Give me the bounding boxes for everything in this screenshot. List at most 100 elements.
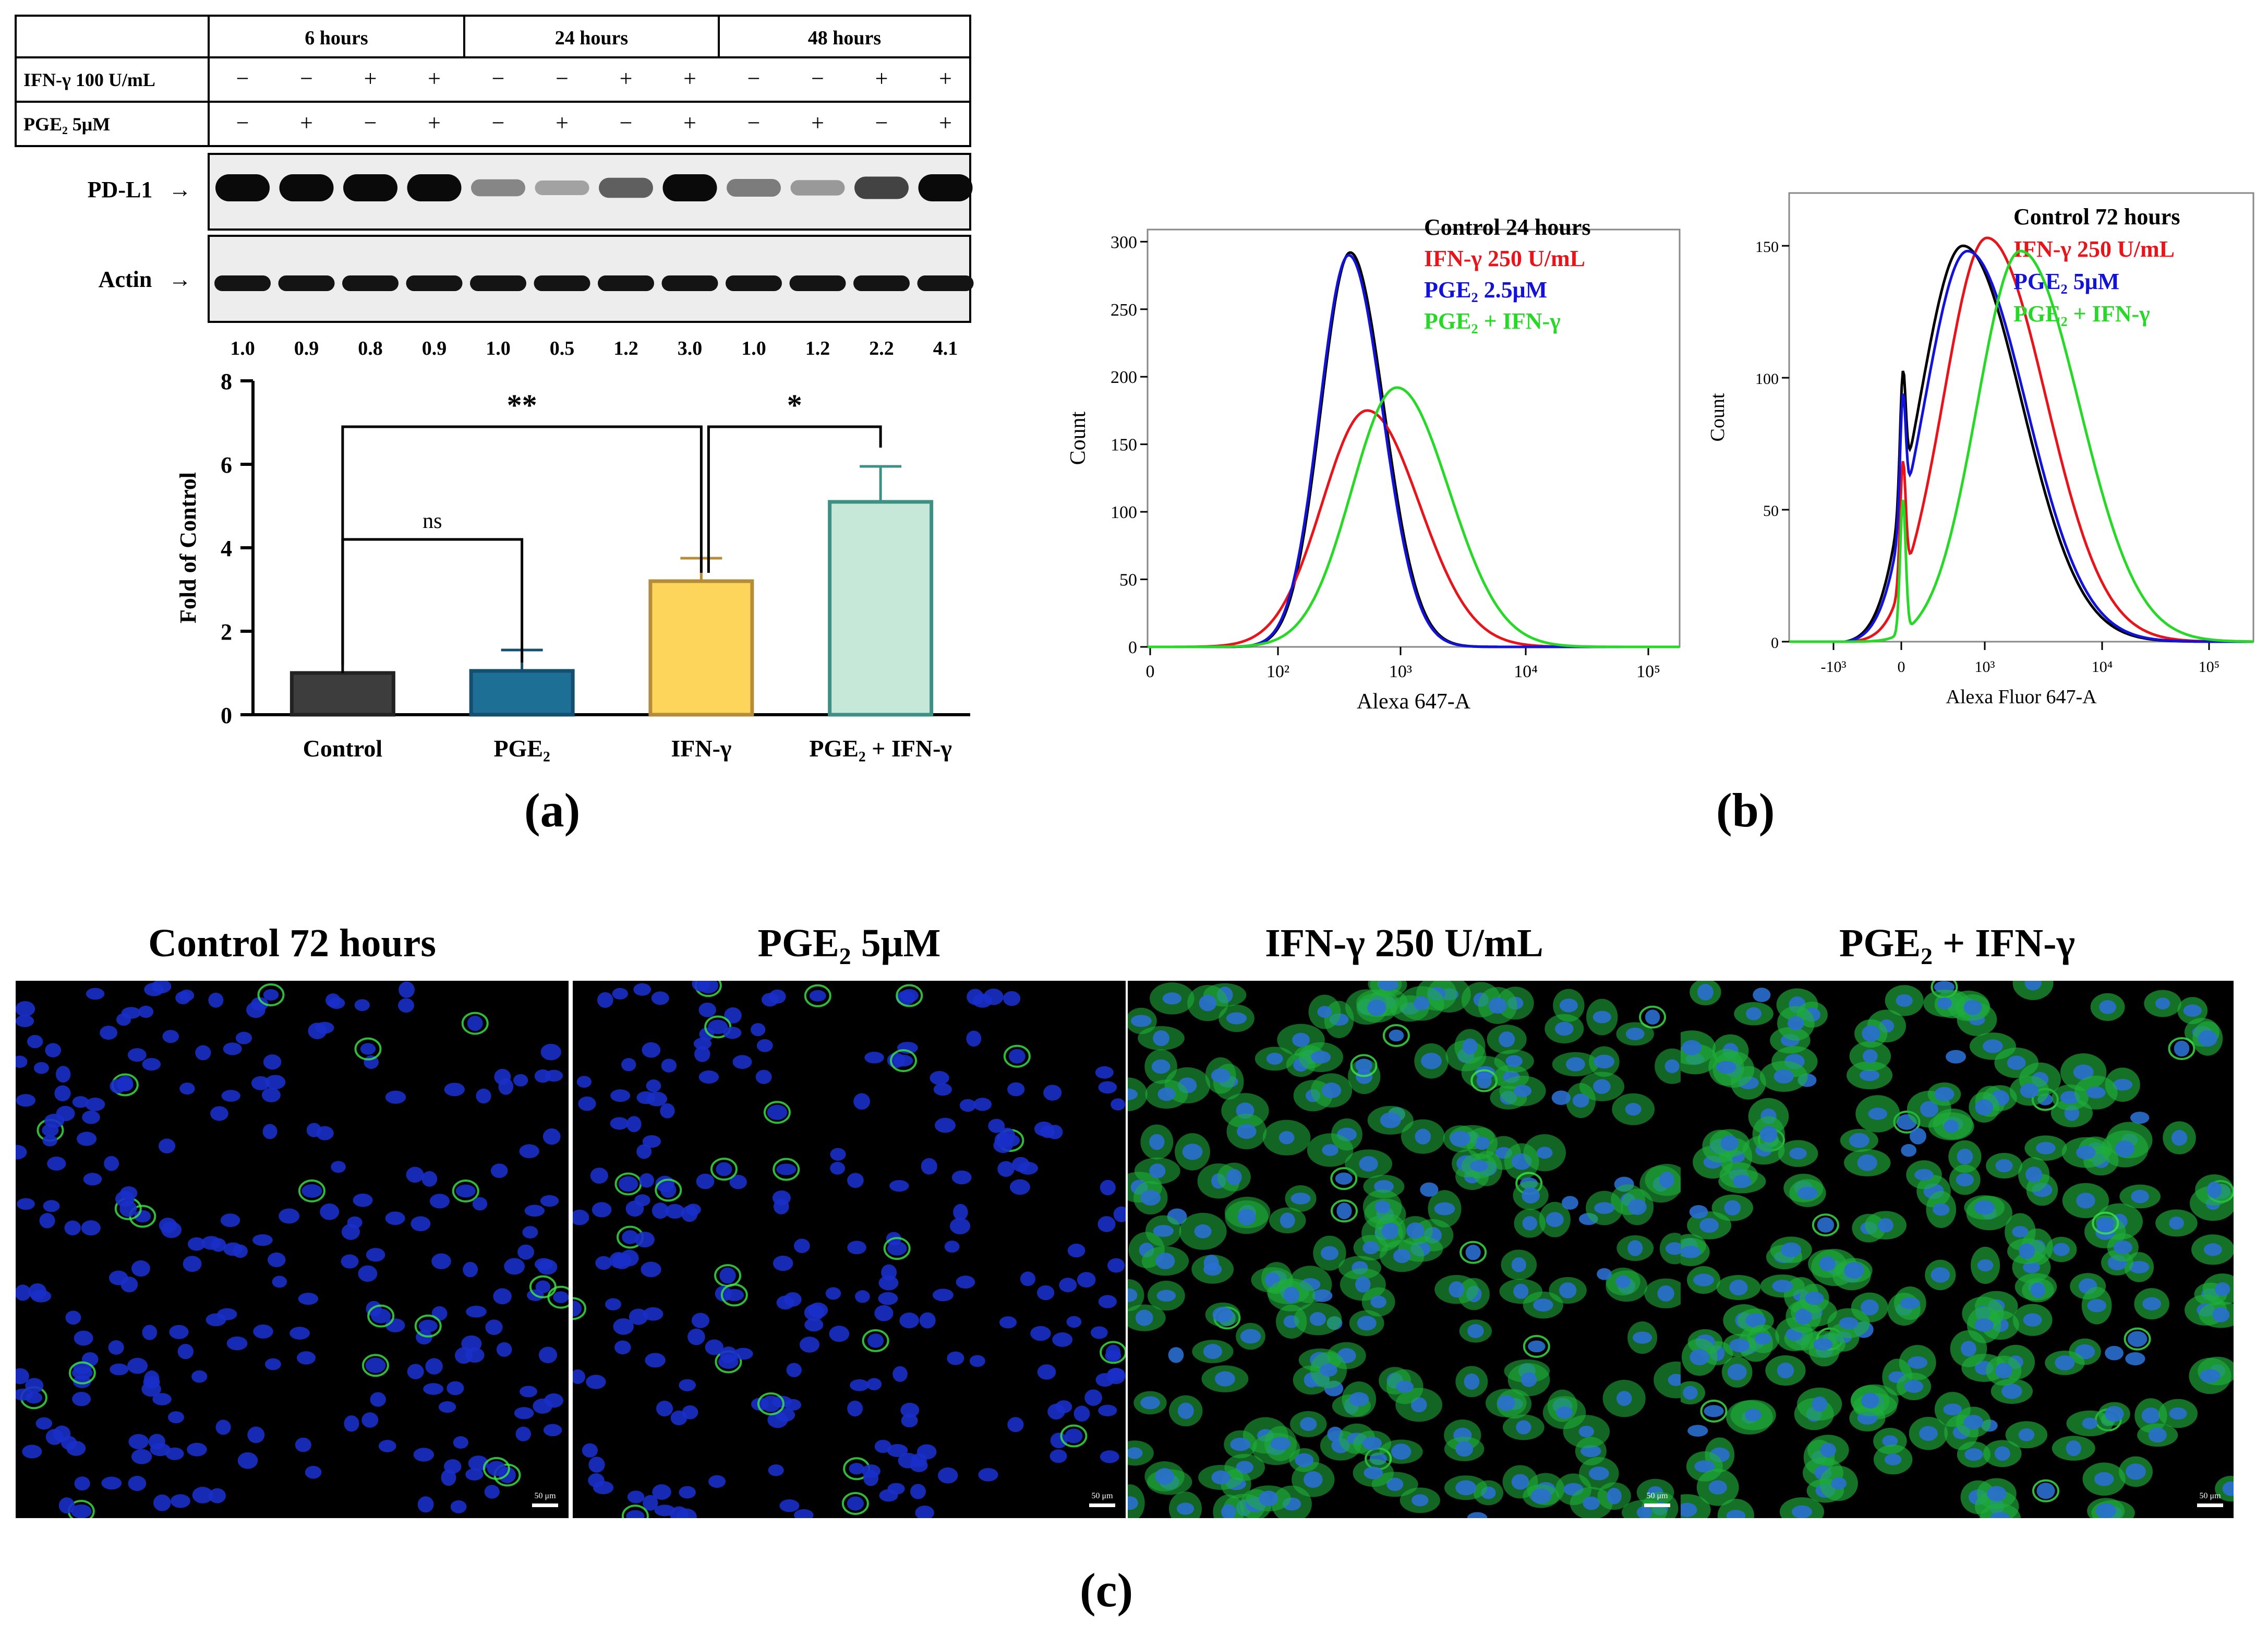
y-tick-label: 2 [221, 619, 232, 645]
nucleus [1995, 1159, 2013, 1173]
pdl1-band [279, 174, 334, 201]
cell-membrane [655, 1178, 682, 1202]
nucleus [1065, 1428, 1083, 1443]
nucleus [1049, 1449, 1067, 1463]
sign-mark: − [811, 66, 824, 91]
nucleus [626, 1510, 645, 1518]
nucleus [55, 1066, 71, 1083]
nucleus [341, 1254, 359, 1269]
nucleus [1199, 994, 1217, 1012]
nucleus [698, 1070, 719, 1084]
nucleus [1900, 1297, 1920, 1309]
nucleus [1052, 1332, 1073, 1347]
nucleus [1300, 1417, 1317, 1431]
nucleus [850, 1379, 870, 1391]
nucleus [1037, 1364, 1056, 1380]
nucleus [779, 1499, 800, 1512]
nucleus [1983, 1039, 2003, 1053]
nucleus [1878, 1218, 1893, 1233]
nucleus [959, 1099, 976, 1112]
nucleus [191, 1370, 208, 1383]
nucleus [794, 1238, 810, 1254]
nucleus [1465, 1244, 1481, 1260]
time-group-label: 24 hours [555, 27, 628, 49]
nucleus [70, 1504, 92, 1518]
nucleus [2169, 1216, 2184, 1230]
cell-membrane [547, 1285, 569, 1309]
y-tick-label: 50 [1119, 571, 1137, 590]
nucleus [2030, 1282, 2046, 1298]
scale-bar-label: 50 μm [1646, 1491, 1668, 1500]
nucleus [1759, 1126, 1778, 1143]
nucleus [887, 1241, 907, 1256]
nucleus [2066, 1440, 2081, 1457]
nucleus [263, 1054, 282, 1070]
nucleus [772, 1190, 791, 1206]
nucleus [656, 1400, 673, 1417]
nucleus [919, 1312, 936, 1329]
nucleus [1817, 1217, 1835, 1233]
nucleus [104, 1156, 119, 1171]
nucleus [82, 1110, 100, 1124]
nucleus [1914, 1169, 1934, 1181]
nucleus [1155, 1253, 1175, 1269]
nucleus [1374, 1180, 1394, 1193]
nucleus [645, 1353, 666, 1368]
cell-cytoplasm [1654, 1361, 1681, 1399]
nucleus [1994, 1446, 2010, 1461]
nucleus [201, 1236, 221, 1250]
nucleus [268, 1252, 286, 1268]
nucleus [755, 1069, 772, 1084]
nucleus [756, 1039, 773, 1052]
sign-mark: − [747, 110, 761, 136]
nucleus [465, 1468, 484, 1481]
nucleus [441, 1469, 456, 1486]
sign-mark: + [428, 110, 441, 136]
nucleus [1240, 1329, 1261, 1344]
nucleus [1772, 1280, 1793, 1293]
nucleus [264, 1358, 281, 1370]
pdl1-band [535, 181, 589, 195]
nucleus [698, 1002, 716, 1017]
nucleus [2125, 1352, 2145, 1366]
nucleus [1278, 1131, 1295, 1145]
nucleus [1944, 1120, 1959, 1133]
nucleus [261, 1088, 281, 1102]
nucleus [247, 1426, 265, 1443]
nucleus [1724, 1200, 1741, 1216]
quant-value: 0.9 [294, 338, 319, 359]
nucleus [1176, 1502, 1195, 1515]
cell-membrane [1639, 1005, 1667, 1029]
y-tick-label: 150 [1755, 238, 1779, 256]
nucleus [226, 1336, 248, 1351]
fold-of-control-bar-chart: 0 2 4 6 8 Fold of Control Control PGE₂ IFN-γ PGE₂… [175, 369, 970, 762]
nucleus [353, 1193, 373, 1207]
nucleus [1583, 1496, 1600, 1510]
nucleus [1374, 1200, 1391, 1213]
flow-histogram-24h: 0 50 100 150 200 250 300 0 10² 10³ 10⁴ 10⁵ Alexa 647… [1066, 214, 1681, 714]
nucleus [152, 1393, 172, 1405]
y-axis-label: Count [1066, 411, 1090, 465]
nucleus [2019, 1243, 2035, 1259]
nucleus [679, 1379, 696, 1391]
nucleus [141, 1381, 161, 1397]
y-tick-label: 250 [1111, 300, 1137, 320]
nucleus [682, 1405, 698, 1420]
quant-value: 1.2 [613, 338, 638, 359]
nucleus [1934, 1087, 1955, 1102]
nucleus [35, 1417, 53, 1430]
nucleus [2183, 1004, 2202, 1017]
histogram-series-line [1148, 386, 1680, 648]
nucleus [192, 1486, 213, 1503]
scale-bar [2197, 1503, 2223, 1507]
nucleus [1615, 1275, 1631, 1288]
sig-ns-bracket [341, 538, 524, 673]
nucleus [447, 1381, 464, 1396]
nucleus [210, 1106, 228, 1121]
nucleus [1467, 1512, 1488, 1518]
nucleus [1625, 1027, 1645, 1040]
nucleus [1412, 1494, 1429, 1507]
nucleus [366, 1248, 385, 1262]
y-tick-label: 0 [1771, 634, 1779, 652]
nucleus [1627, 1240, 1643, 1256]
